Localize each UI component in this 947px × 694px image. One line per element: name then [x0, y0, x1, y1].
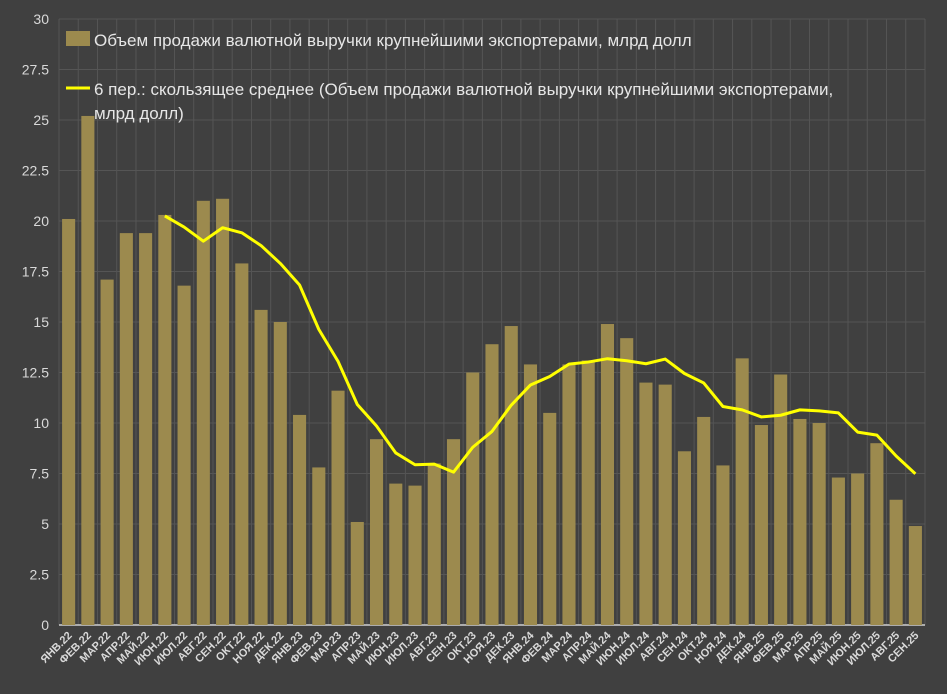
- bar: [158, 214, 172, 625]
- bar: [273, 322, 287, 625]
- bar: [639, 382, 653, 625]
- legend-label-bars: Объем продажи валютной выручки крупнейши…: [94, 31, 692, 50]
- legend-swatch-bars: [66, 31, 90, 46]
- bar: [408, 485, 422, 625]
- bar: [600, 324, 615, 625]
- moving-average-line: [164, 214, 917, 475]
- bar: [908, 526, 922, 625]
- y-tick-label: 0: [41, 617, 49, 633]
- bar: [754, 425, 768, 625]
- y-tick-label: 30: [33, 11, 49, 27]
- bar: [870, 443, 884, 625]
- bar: [851, 473, 865, 625]
- bar: [235, 263, 249, 625]
- y-tick-label: 22.5: [22, 163, 49, 179]
- bar: [100, 279, 114, 625]
- y-tick-label: 12.5: [22, 365, 49, 381]
- bar: [697, 416, 711, 625]
- legend-label-line: 6 пер.: скользящее среднее (Объем продаж…: [94, 80, 833, 99]
- bar: [389, 483, 403, 625]
- bar: [812, 423, 826, 625]
- bar: [889, 499, 903, 625]
- y-tick-label: 27.5: [22, 62, 49, 78]
- bar: [196, 200, 210, 626]
- legend: Объем продажи валютной выручки крупнейши…: [66, 31, 833, 123]
- bar: [581, 360, 595, 625]
- bar: [485, 344, 499, 625]
- bar: [177, 285, 191, 625]
- bar: [139, 233, 153, 625]
- bar: [716, 465, 730, 625]
- y-tick-label: 25: [33, 112, 49, 128]
- bar: [254, 309, 268, 625]
- bar: [504, 326, 518, 625]
- bar: [119, 233, 133, 625]
- bar: [543, 412, 557, 625]
- y-axis-ticks: 0 2.5 5 7.5 10 12.5 15 17.5 20 22.5 25 27.5 30: [22, 11, 49, 633]
- bar: [216, 198, 230, 625]
- bar: [331, 390, 345, 625]
- bar: [735, 358, 749, 625]
- y-tick-label: 7.5: [30, 466, 50, 482]
- bar: [774, 374, 788, 625]
- y-tick-label: 20: [33, 213, 49, 229]
- y-tick-label: 10: [33, 415, 49, 431]
- bar: [369, 439, 384, 625]
- bar: [446, 439, 461, 625]
- bar: [81, 115, 95, 626]
- bar: [427, 463, 441, 625]
- bar: [620, 338, 634, 625]
- bar: [312, 467, 326, 625]
- y-tick-label: 2.5: [30, 567, 50, 583]
- x-axis-ticks: ЯНВ.22ФЕВ.22МАР.22АПР.22МАЙ.22ИЮН.22ИЮЛ.…: [39, 628, 922, 668]
- bar: [562, 364, 576, 625]
- legend-label-line-cont: млрд долл): [94, 104, 184, 123]
- bar: [523, 364, 538, 625]
- moving-average-series: [164, 214, 917, 475]
- bar: [350, 521, 364, 625]
- bar: [293, 414, 307, 625]
- y-tick-label: 17.5: [22, 264, 49, 280]
- bar: [466, 372, 480, 625]
- bar: [831, 477, 845, 625]
- bar-series: [62, 115, 922, 626]
- bar: [658, 384, 672, 625]
- bar: [62, 218, 76, 626]
- bar: [793, 418, 807, 625]
- bar: [677, 451, 691, 625]
- y-tick-label: 5: [41, 516, 49, 532]
- y-tick-label: 15: [33, 314, 49, 330]
